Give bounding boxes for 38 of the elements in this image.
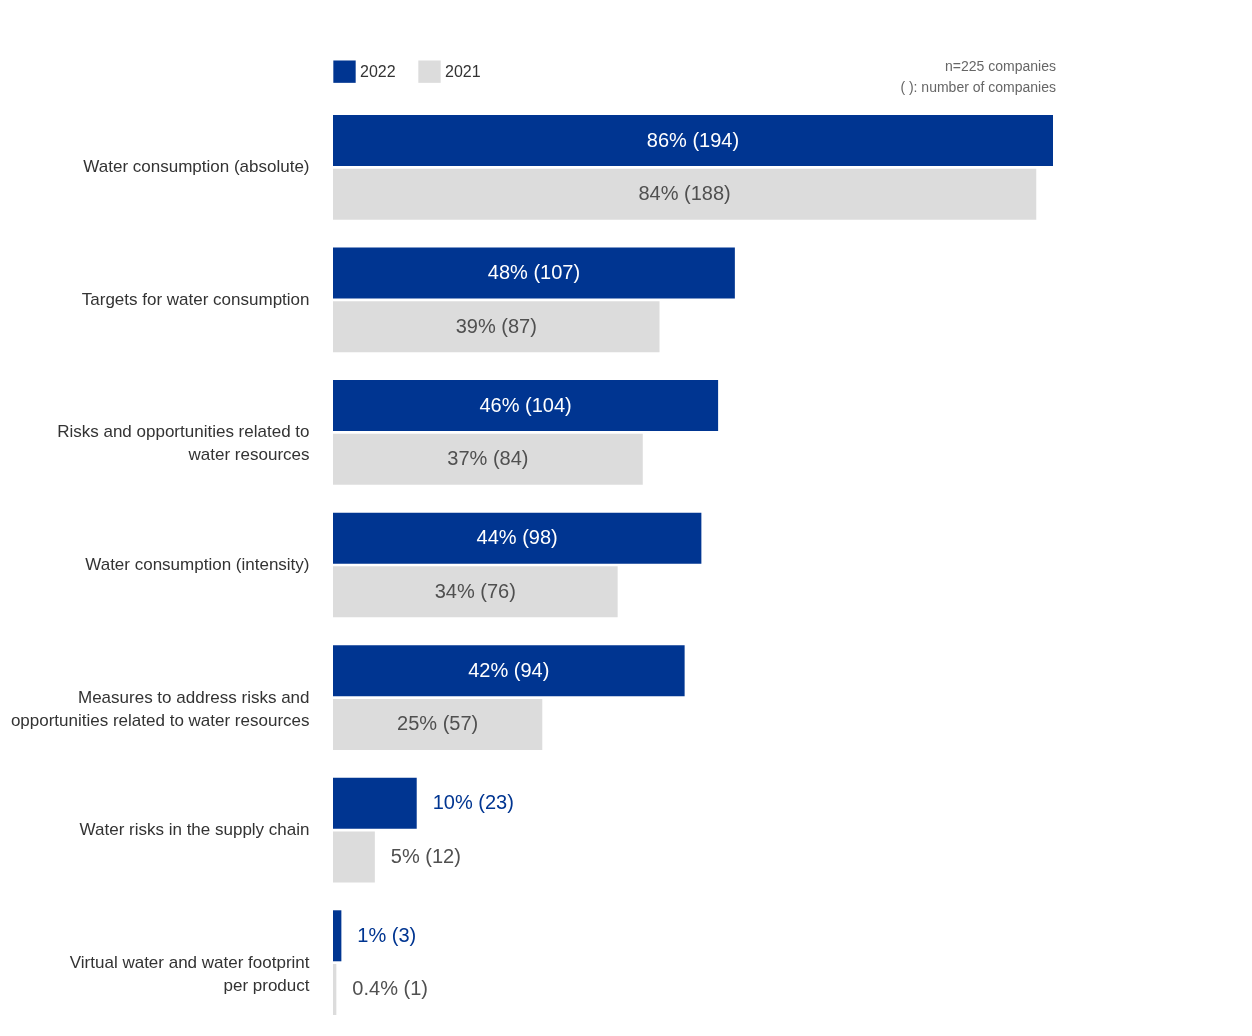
y-tick-label: Water consumption (absolute) [83,157,310,177]
y-tick-label: Virtual water and water footprint per product [69,952,310,995]
bar [333,433,643,485]
data-label: 39% (87) [455,314,537,337]
legend-label: 2021 [445,62,481,80]
data-label: 37% (84) [447,447,529,470]
text: n=225 companies [945,58,1056,74]
y-tick-label: Water risks in the supply chain [79,820,310,840]
bar [333,512,702,564]
data-label: 42% (94) [468,658,550,681]
legend-label: 2022 [360,62,396,80]
data-label: 5% (12) [390,844,461,867]
data-label: 0.4% (1) [352,977,428,1000]
y-tick-label: Risks and opportunities related to water resources [57,422,310,465]
bar [333,247,735,299]
data-label: 86% (194) [646,128,740,151]
bar [333,168,1037,220]
data-label: 25% (57) [397,712,479,735]
data-label: 44% (98) [476,526,558,549]
bar [333,910,342,962]
bar [333,698,543,750]
data-label: 84% (188) [638,182,731,205]
data-label: 48% (107) [487,261,581,284]
bar [333,566,618,618]
bar [333,115,1053,167]
data-label: 10% (23) [432,791,514,814]
data-label: 46% (104) [479,393,572,416]
data-label: 1% (3) [357,923,417,946]
data-label: 34% (76) [434,579,516,602]
y-tick-label: Water consumption (intensity) [85,555,310,574]
bar [333,831,375,883]
bar [333,380,719,432]
bar [333,777,417,829]
bar [333,645,685,697]
y-tick-label: Measures to address risks and opportunities related to water resources [10,687,310,730]
y-tick-label: Targets for water consumption [81,289,310,309]
bar [333,301,660,353]
text: ( ): number of companies [900,79,1056,95]
